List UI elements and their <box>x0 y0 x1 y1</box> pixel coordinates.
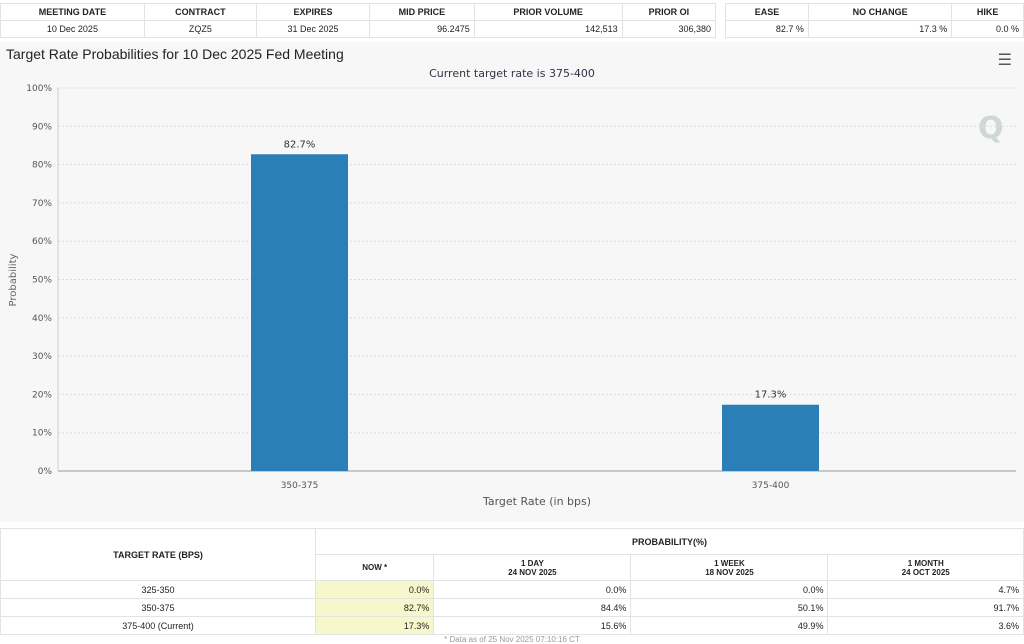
cell: 3.6% <box>827 616 1024 635</box>
y-tick-label: 40% <box>32 314 52 324</box>
col-header: HIKE <box>951 3 1024 21</box>
y-tick-label: 80% <box>32 161 52 171</box>
y-tick-label: 90% <box>32 122 52 132</box>
y-axis-label: Probability <box>8 253 19 306</box>
y-tick-label: 60% <box>32 237 52 247</box>
table-row: 375-400 (Current) 17.3% 15.6% 49.9% 3.6% <box>0 616 1024 635</box>
cell: 350-375 <box>0 598 316 617</box>
x-tick-label: 350-375 <box>281 481 319 491</box>
col-label: 1 WEEK <box>714 558 745 568</box>
col-header: PRIOR OI <box>621 3 717 21</box>
col-label: NOW * <box>362 563 388 572</box>
cell: ZQZ5 <box>143 20 257 38</box>
cell: 0.0% <box>630 580 829 599</box>
cell: 96.2475 <box>369 20 475 38</box>
col-header: 1 MONTH 24 OCT 2025 <box>827 554 1024 581</box>
cell: 0.0% <box>433 580 632 599</box>
table-row: 325-350 0.0% 0.0% 0.0% 4.7% <box>0 580 1024 599</box>
col-header: EASE <box>725 3 809 21</box>
cell: 50.1% <box>630 598 829 617</box>
col-header: 1 DAY 24 NOV 2025 <box>433 554 632 581</box>
data-label: 82.7% <box>284 139 316 150</box>
cell: 49.9% <box>630 616 829 635</box>
col-header: CONTRACT <box>143 3 257 21</box>
probability-table: TARGET RATE (BPS) PROBABILITY(%) NOW * 1 D… <box>0 528 1024 635</box>
bar[interactable] <box>722 404 819 471</box>
cell: 375-400 (Current) <box>0 616 316 635</box>
cell: 91.7% <box>827 598 1024 617</box>
col-label: 1 DAY <box>520 558 544 568</box>
cell: 82.7 % <box>725 20 809 38</box>
col-header: MEETING DATE <box>0 3 145 21</box>
y-tick-label: 70% <box>32 199 52 209</box>
cell: 0.0% <box>314 580 435 599</box>
cell: 306,380 <box>621 20 717 38</box>
y-tick-label: 50% <box>32 276 52 286</box>
x-axis-label: Target Rate (in bps) <box>482 495 591 508</box>
watermark-logo-icon: Q <box>978 111 1004 146</box>
cell: 84.4% <box>433 598 632 617</box>
footnote: * Data as of 25 Nov 2025 07:10:16 CT <box>444 635 580 644</box>
cell: 17.3 % <box>807 20 953 38</box>
chart-subtitle: Current target rate is 375-400 <box>429 67 595 80</box>
cell: 82.7% <box>314 598 435 617</box>
col-header: MID PRICE <box>369 3 475 21</box>
y-tick-label: 100% <box>26 84 52 94</box>
cell: 15.6% <box>433 616 632 635</box>
x-tick-label: 375-400 <box>752 481 790 491</box>
col-date: 24 NOV 2025 <box>508 567 557 577</box>
cell: 142,513 <box>473 20 623 38</box>
cell: 325-350 <box>0 580 316 599</box>
col-header: NOW * <box>314 554 435 581</box>
data-label: 17.3% <box>755 390 787 401</box>
cell: 17.3% <box>314 616 435 635</box>
cell: 4.7% <box>827 580 1024 599</box>
col-header: EXPIRES <box>255 3 371 21</box>
col-header: PRIOR VOLUME <box>473 3 623 21</box>
col-header: TARGET RATE (BPS) <box>0 528 316 581</box>
chart-panel: Target Rate Probabilities for 10 Dec 202… <box>0 42 1024 522</box>
y-tick-label: 0% <box>38 467 53 477</box>
table-row: 350-375 82.7% 84.4% 50.1% 91.7% <box>0 598 1024 617</box>
hamburger-menu-icon[interactable]: ☰ <box>997 52 1012 69</box>
bar-chart: Probability Target Rate (in bps) Q 0% 10%… <box>8 84 1016 508</box>
y-tick-label: 20% <box>32 390 52 400</box>
outcome-table: EASE NO CHANGE HIKE 82.7 % 17.3 % 0.0 % <box>725 3 1024 38</box>
bar[interactable] <box>251 154 348 471</box>
group-header: PROBABILITY(%) <box>315 528 1024 555</box>
contract-summary-table: MEETING DATE CONTRACT EXPIRES MID PRICE PRIO… <box>0 3 717 38</box>
col-header: 1 WEEK 18 NOV 2025 <box>630 554 829 581</box>
svg-text:Q: Q <box>978 111 1004 146</box>
col-label: 1 MONTH <box>907 558 944 568</box>
col-date: 24 OCT 2025 <box>901 567 950 577</box>
chart-title: Target Rate Probabilities for 10 Dec 202… <box>6 46 344 62</box>
col-date: 18 NOV 2025 <box>705 567 754 577</box>
cell: 31 Dec 2025 <box>255 20 371 38</box>
y-tick-label: 30% <box>32 352 52 362</box>
col-header: NO CHANGE <box>807 3 953 21</box>
y-tick-label: 10% <box>32 429 52 439</box>
cell: 10 Dec 2025 <box>0 20 145 38</box>
cell: 0.0 % <box>951 20 1024 38</box>
